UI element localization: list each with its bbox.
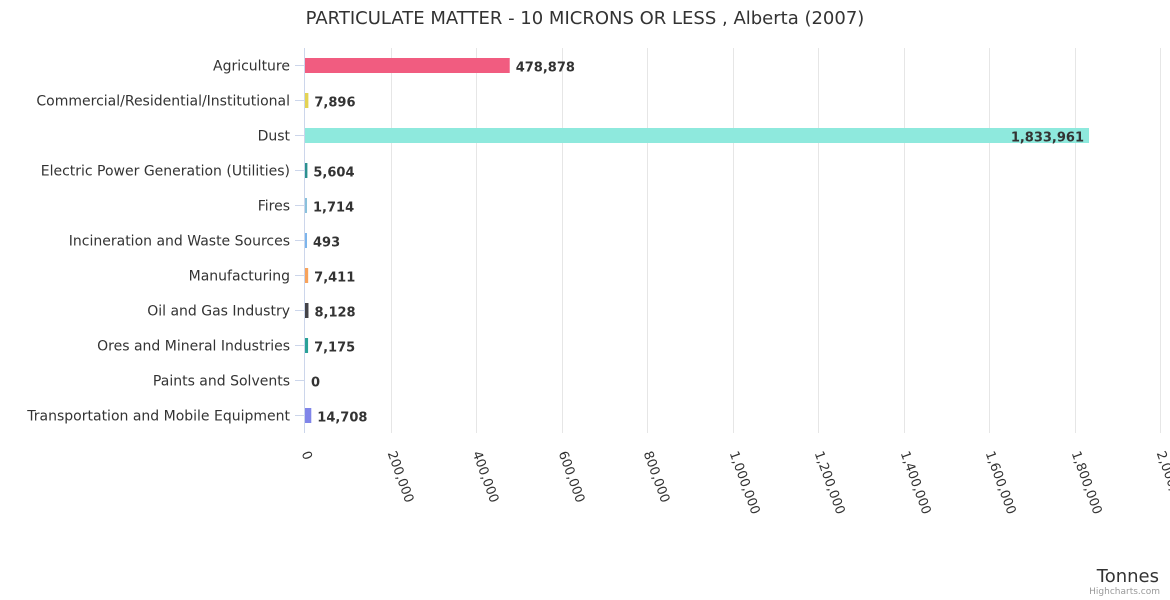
- category-label: Ores and Mineral Industries: [97, 339, 290, 355]
- value-label: 8,128: [314, 306, 355, 321]
- bar[interactable]: [305, 338, 309, 353]
- category-labels: Agriculture Commercial/Residential/Instit…: [26, 59, 290, 425]
- category-label: Paints and Solvents: [153, 374, 290, 390]
- bar[interactable]: [305, 163, 308, 178]
- category-label: Commercial/Residential/Institutional: [36, 94, 290, 110]
- x-tick-label: 1,600,000: [982, 449, 1019, 516]
- x-tick-label: 1,000,000: [726, 449, 763, 516]
- category-label: Fires: [258, 199, 290, 215]
- value-label: 1,714: [313, 201, 354, 216]
- category-label: Transportation and Mobile Equipment: [26, 409, 290, 425]
- x-tick-label: 800,000: [640, 449, 672, 505]
- x-tick-label: 1,800,000: [1068, 449, 1105, 516]
- bar[interactable]: [305, 198, 307, 213]
- value-label: 493: [313, 236, 340, 251]
- category-label: Electric Power Generation (Utilities): [41, 164, 290, 180]
- bar[interactable]: [305, 58, 510, 73]
- x-tick-label: 2,000,000: [1153, 449, 1170, 516]
- category-label: Manufacturing: [189, 269, 290, 285]
- grid-lines: [295, 48, 1161, 433]
- bar[interactable]: [305, 268, 309, 283]
- x-tick-label: 600,000: [555, 449, 587, 505]
- x-tick-label: 0: [298, 449, 315, 462]
- bar[interactable]: [305, 303, 309, 318]
- bar[interactable]: [305, 408, 312, 423]
- value-label: 7,411: [314, 271, 355, 286]
- bars: [305, 58, 1090, 423]
- value-label: 1,833,961: [1011, 131, 1084, 146]
- value-label: 7,896: [314, 96, 355, 111]
- bar[interactable]: [305, 233, 307, 248]
- x-tick-label: 200,000: [384, 449, 416, 505]
- category-label: Oil and Gas Industry: [147, 304, 290, 320]
- value-labels: 478,878 7,896 1,833,961 5,604 1,714 493 7,411 8…: [311, 61, 1084, 426]
- category-label: Incineration and Waste Sources: [69, 234, 290, 250]
- value-label: 0: [311, 376, 320, 391]
- x-axis-ticks: 0 200,000 400,000 600,000 800,000 1,000,000 1,…: [298, 449, 1170, 516]
- category-label: Agriculture: [213, 59, 290, 75]
- x-tick-label: 1,200,000: [811, 449, 848, 516]
- value-label: 5,604: [313, 166, 354, 181]
- x-axis-title: Tonnes: [1096, 566, 1159, 587]
- bar[interactable]: [305, 128, 1090, 143]
- value-label: 14,708: [317, 411, 367, 426]
- credits-link[interactable]: Highcharts.com: [1089, 587, 1160, 597]
- category-label: Dust: [258, 129, 291, 145]
- value-label: 7,175: [314, 341, 355, 356]
- x-tick-label: 1,400,000: [897, 449, 934, 516]
- x-tick-label: 400,000: [469, 449, 501, 505]
- value-label: 478,878: [516, 61, 575, 76]
- bar[interactable]: [305, 93, 309, 108]
- chart-title: PARTICULATE MATTER - 10 MICRONS OR LESS …: [306, 8, 865, 29]
